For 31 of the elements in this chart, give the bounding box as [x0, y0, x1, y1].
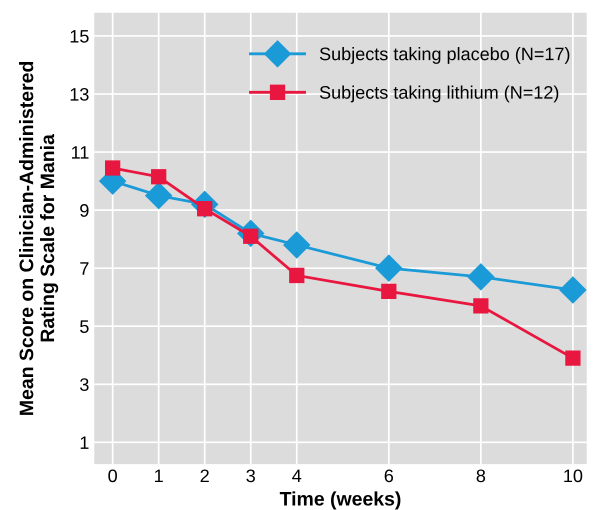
y-tick-label: 7: [80, 262, 88, 275]
y-tick-label: 9: [80, 204, 89, 217]
point: [473, 298, 488, 314]
x-tick-label: 4: [292, 470, 302, 482]
y-tick-label: 5: [80, 320, 89, 333]
point: [467, 263, 494, 290]
y-tick-label: 15: [70, 30, 89, 43]
x-axis-title: Time (weeks): [280, 491, 400, 510]
y-tick-label: 13: [70, 88, 89, 101]
point: [565, 350, 581, 366]
point: [151, 169, 166, 184]
point: [381, 284, 396, 300]
point: [559, 276, 586, 304]
y-tick-label: 11: [72, 146, 88, 159]
legend-label: Subjects taking placebo (N=17): [320, 47, 570, 64]
point: [145, 182, 172, 210]
x-tick-label: 2: [200, 469, 209, 482]
x-tick-label: 8: [476, 469, 486, 482]
x-tick-label: 3: [246, 469, 255, 482]
y-tick-label: 3: [80, 378, 89, 391]
point: [283, 231, 310, 258]
x-tick-label: 6: [384, 469, 394, 482]
x-tick-label: 1: [155, 470, 163, 482]
x-tick-label: 0: [108, 469, 117, 482]
point: [105, 160, 120, 176]
y-tick-label: 1: [80, 436, 88, 449]
legend-label: Subjects taking lithium (N=12): [320, 86, 558, 102]
point: [289, 268, 304, 284]
y-axis-title: Mean Score on Clinician-Administered Rating Scale for Mania: [19, 62, 58, 415]
point: [375, 254, 402, 282]
x-tick-label: 10: [564, 469, 582, 482]
